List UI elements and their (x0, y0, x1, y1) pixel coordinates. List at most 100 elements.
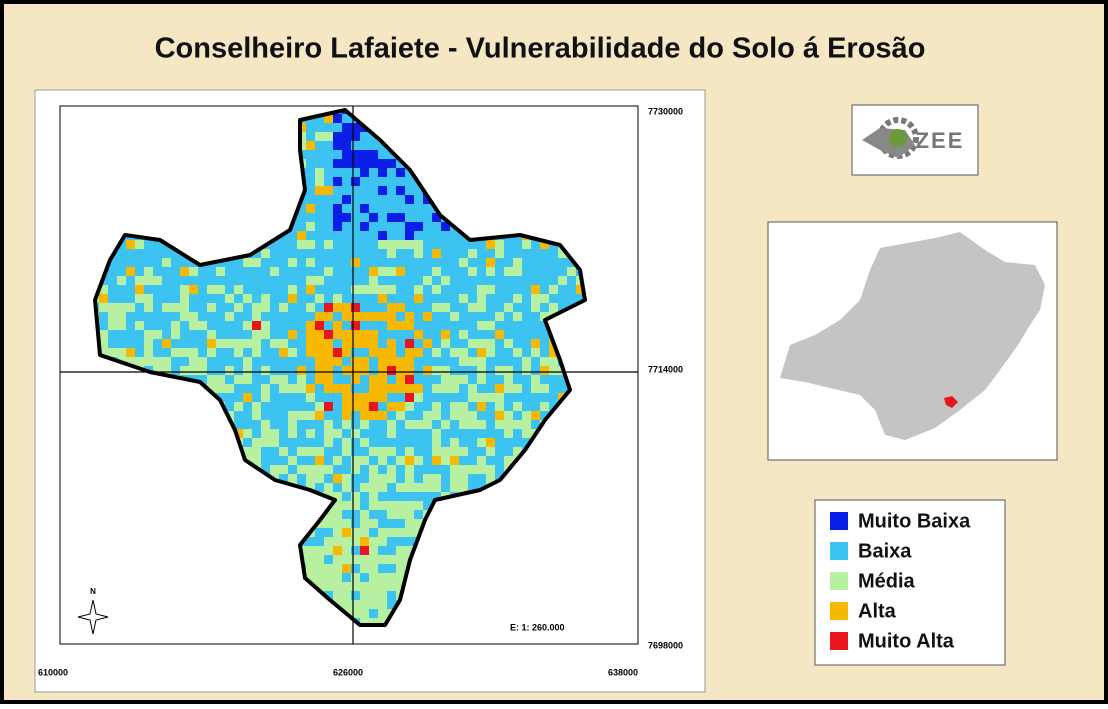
raster-cell (369, 375, 378, 384)
raster-cell (450, 483, 459, 492)
raster-cell (324, 303, 333, 312)
raster-cell (315, 474, 324, 483)
raster-cell (360, 519, 369, 528)
raster-cell (468, 420, 477, 429)
raster-cell (387, 159, 396, 168)
raster-cell (342, 195, 351, 204)
raster-cell (414, 483, 423, 492)
raster-cell (315, 357, 324, 366)
raster-cell (450, 384, 459, 393)
raster-cell (459, 411, 468, 420)
raster-cell (396, 501, 405, 510)
raster-cell (450, 447, 459, 456)
raster-cell (135, 276, 144, 285)
raster-cell (396, 510, 405, 519)
raster-cell (405, 402, 414, 411)
raster-cell (441, 384, 450, 393)
raster-cell (504, 366, 513, 375)
raster-cell (513, 447, 522, 456)
raster-cell (324, 348, 333, 357)
raster-cell (495, 249, 504, 258)
coord-label: 638000 (608, 667, 638, 677)
raster-cell (387, 573, 396, 582)
raster-cell (414, 393, 423, 402)
raster-cell (288, 294, 297, 303)
raster-cell (369, 537, 378, 546)
raster-cell (234, 285, 243, 294)
raster-cell (450, 375, 459, 384)
raster-cell (360, 222, 369, 231)
raster-cell (324, 537, 333, 546)
raster-cell (324, 465, 333, 474)
raster-cell (333, 519, 342, 528)
raster-cell (333, 357, 342, 366)
raster-cell (387, 285, 396, 294)
raster-cell (522, 357, 531, 366)
raster-cell (261, 429, 270, 438)
raster-cell (540, 357, 549, 366)
raster-cell (162, 303, 171, 312)
raster-cell (486, 438, 495, 447)
raster-cell (234, 339, 243, 348)
raster-cell (486, 447, 495, 456)
raster-cell (333, 510, 342, 519)
raster-cell (441, 276, 450, 285)
raster-cell (459, 474, 468, 483)
raster-cell (144, 303, 153, 312)
raster-cell (432, 447, 441, 456)
raster-cell (387, 528, 396, 537)
raster-cell (144, 276, 153, 285)
raster-cell (324, 573, 333, 582)
raster-cell (450, 348, 459, 357)
raster-cell (459, 465, 468, 474)
raster-cell (387, 249, 396, 258)
title: Conselheiro Lafaiete - Vulnerabilidade d… (155, 33, 926, 65)
raster-cell (216, 375, 225, 384)
raster-cell (288, 348, 297, 357)
raster-cell (270, 267, 279, 276)
raster-cell (414, 519, 423, 528)
raster-cell (342, 528, 351, 537)
raster-cell (306, 474, 315, 483)
raster-cell (270, 339, 279, 348)
raster-cell (351, 357, 360, 366)
raster-cell (333, 546, 342, 555)
raster-cell (216, 339, 225, 348)
raster-cell (261, 384, 270, 393)
raster-cell (360, 483, 369, 492)
raster-cell (360, 159, 369, 168)
raster-cell (306, 465, 315, 474)
raster-cell (360, 312, 369, 321)
raster-cell (477, 366, 486, 375)
raster-cell (252, 447, 261, 456)
raster-cell (360, 420, 369, 429)
legend-label: Baixa (858, 540, 912, 562)
raster-cell (189, 312, 198, 321)
raster-cell (270, 465, 279, 474)
raster-cell (297, 231, 306, 240)
raster-cell (99, 348, 108, 357)
raster-cell (306, 564, 315, 573)
raster-cell (171, 348, 180, 357)
raster-cell (351, 429, 360, 438)
raster-cell (180, 285, 189, 294)
raster-cell (342, 330, 351, 339)
raster-cell (333, 159, 342, 168)
raster-cell (513, 294, 522, 303)
raster-cell (279, 465, 288, 474)
raster-cell (522, 429, 531, 438)
raster-cell (459, 330, 468, 339)
raster-cell (306, 384, 315, 393)
raster-cell (351, 573, 360, 582)
raster-cell (324, 483, 333, 492)
raster-cell (360, 393, 369, 402)
raster-cell (459, 483, 468, 492)
raster-cell (333, 501, 342, 510)
raster-cell (342, 393, 351, 402)
raster-cell (378, 537, 387, 546)
raster-cell (558, 276, 567, 285)
raster-cell (108, 321, 117, 330)
raster-cell (540, 402, 549, 411)
raster-cell (207, 303, 216, 312)
raster-cell (351, 366, 360, 375)
